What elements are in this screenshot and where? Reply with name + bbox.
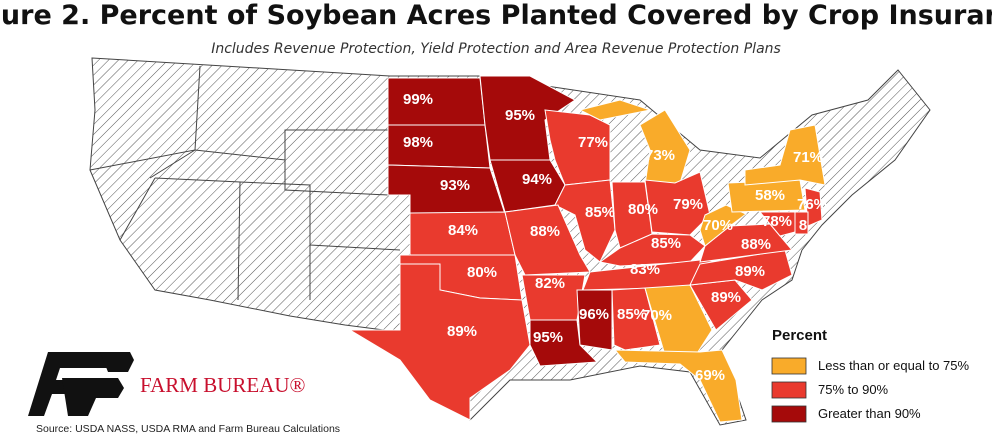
- region-label: 95%: [533, 329, 563, 346]
- region: [744, 124, 826, 186]
- subtitle: Includes Revenue Protection, Yield Prote…: [211, 41, 781, 57]
- region: [794, 211, 809, 235]
- region-label: 70%: [703, 217, 733, 234]
- region: [479, 75, 576, 161]
- region-label: 95%: [505, 107, 535, 124]
- legend-items: Less than or equal to 75% 75% to 90% Great…: [771, 357, 969, 423]
- region: [598, 233, 706, 267]
- region-label: 80%: [628, 201, 658, 218]
- region-label: 85%: [651, 235, 681, 252]
- region: [578, 99, 652, 121]
- region-label: 93%: [440, 177, 470, 194]
- legend-title: Percent: [772, 327, 827, 344]
- region-label: 73%: [645, 147, 675, 164]
- region: [576, 289, 613, 351]
- region-label: 58%: [755, 187, 785, 204]
- region-label: 98%: [403, 134, 433, 151]
- source: Source: USDA NASS, USDA RMA and Farm Bur…: [36, 423, 340, 435]
- region-label: 8: [799, 217, 807, 234]
- region-label: 76%: [797, 196, 827, 213]
- region-label: 85%: [585, 204, 615, 221]
- legend-label: Less than or equal to 75%: [818, 358, 969, 373]
- region: [611, 287, 661, 351]
- region-label: 88%: [741, 236, 771, 253]
- region-labels: 99% 98% 93% 95% 94% 77% 73% 85% 80% 79% 84% 88% 85% 8…: [403, 91, 827, 384]
- region-label: 83%: [630, 261, 660, 278]
- region: [529, 319, 599, 367]
- region-label: 89%: [447, 323, 477, 340]
- region-label: 85%: [617, 306, 647, 323]
- region-label: 80%: [467, 264, 497, 281]
- region-label: 89%: [711, 289, 741, 306]
- region-label: 84%: [448, 222, 478, 239]
- legend-swatch: [771, 405, 807, 423]
- regions: [348, 75, 826, 423]
- region-label: 82%: [535, 275, 565, 292]
- legend-label: Greater than 90%: [818, 406, 921, 421]
- region-label: 88%: [530, 223, 560, 240]
- region-label: 99%: [403, 91, 433, 108]
- region-label: 78%: [762, 213, 792, 230]
- region: [348, 263, 531, 421]
- legend-swatch: [771, 381, 807, 399]
- region-label: 69%: [695, 367, 725, 384]
- region: [613, 349, 743, 423]
- region-label: 79%: [673, 196, 703, 213]
- region-label: 70%: [642, 307, 672, 324]
- logo-text: FARM BUREAU®: [140, 373, 306, 397]
- legend: Percent Less than or equal to 75% 75% to …: [771, 327, 969, 423]
- title: Figure 2. Percent of Soybean Acres Plant…: [0, 0, 992, 31]
- region-label: 77%: [578, 134, 608, 151]
- region: [699, 204, 747, 247]
- region-label: 96%: [579, 306, 609, 323]
- logo: FARM BUREAU®: [28, 352, 306, 416]
- region-label: 89%: [735, 263, 765, 280]
- region-label: 71%: [793, 149, 823, 166]
- region-label: 94%: [522, 171, 552, 188]
- legend-swatch: [771, 357, 807, 375]
- region: [644, 284, 713, 356]
- legend-label: 75% to 90%: [818, 382, 889, 397]
- no-data-borders: [89, 65, 401, 301]
